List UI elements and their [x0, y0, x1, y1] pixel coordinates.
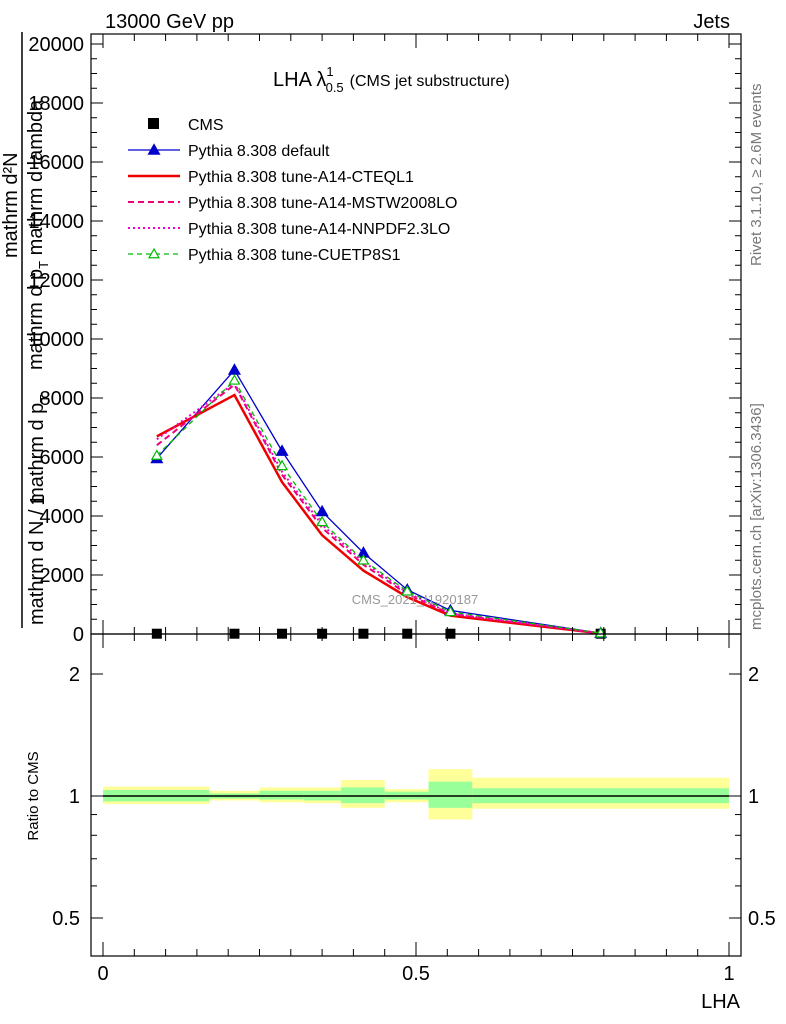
ratio-y-tick-label: 1: [69, 786, 80, 808]
legend-label-3: Pythia 8.308 tune-A14-MSTW2008LO: [188, 195, 457, 212]
y-tick-label: 16000: [28, 152, 84, 174]
ratio-y-tick-label-right: 1: [748, 786, 759, 808]
ratio-plot-bands: [103, 769, 729, 820]
ylabel-left: mathrm d N / mathrm d pT: [26, 395, 52, 625]
header-left-label: 13000 GeV pp: [105, 11, 234, 33]
legend: CMS Pythia 8.308 default Pythia 8.308 tune…: [128, 117, 457, 264]
cuetp8s1-marker: [276, 459, 289, 471]
y-tick-label: 4000: [40, 506, 85, 528]
legend-label-0: CMS: [188, 117, 224, 134]
default-marker: [275, 444, 289, 456]
ratio-y-tick-label: 0.5: [52, 908, 80, 930]
cuetp8s1-marker: [401, 585, 414, 596]
chart-title: LHA λ1 0.5 (CMS jet substructure): [273, 64, 510, 95]
series-line-5: [156, 379, 601, 634]
ylabel-frac-den-sub: T: [36, 261, 51, 269]
cuetp8s1-marker: [444, 605, 457, 617]
ylabel-frac-den-main: mathrm d p: [25, 269, 47, 370]
legend-marker-cuetp8s1: [147, 247, 161, 259]
ylabel-frac-num: mathrm d²N: [0, 152, 22, 258]
legend-label-2: Pythia 8.308 tune-A14-CTEQL1: [188, 169, 414, 186]
header-right-label: Jets: [693, 11, 730, 33]
y-tick-label: 14000: [28, 211, 84, 233]
y-tick-label: 0: [73, 624, 84, 646]
legend-label-5: Pythia 8.308 tune-CUETP8S1: [188, 247, 401, 264]
series-line-1: [156, 368, 601, 634]
ratio-ylabel: Ratio to CMS: [25, 751, 42, 840]
cuetp8s1-marker: [357, 554, 370, 565]
main-plot-axes: 0 2000 4000 6000 8000 10000 12000 14000 16000 180…: [28, 34, 741, 646]
chart-title-suffix: (CMS jet substructure): [350, 73, 510, 90]
legend-marker-cms: [148, 118, 159, 129]
chart-title-main: LHA λ: [273, 69, 326, 91]
mcplots-label: mcplots.cern.ch [arXiv:1306.3436]: [748, 403, 765, 630]
ratio-band-green: [428, 781, 473, 808]
cuetp8s1-marker: [228, 374, 241, 385]
y-tick-label: 12000: [28, 270, 84, 292]
ratio-y-tick-label: 2: [69, 664, 80, 686]
y-tick-label: 20000: [28, 34, 84, 56]
ratio-y-tick-label-right: 0.5: [748, 908, 776, 930]
watermark: CMS_2021_I1920187: [352, 592, 479, 607]
main-plot-series: [150, 363, 608, 639]
ratio-y-tick-label-right: 2: [748, 664, 759, 686]
ylabel-frac-den-tail: mathrm d lambda: [25, 99, 47, 261]
default-marker: [227, 363, 241, 375]
y-tick-label: 2000: [40, 565, 85, 587]
xlabel: LHA: [701, 991, 741, 1013]
ylabel-frac-den: mathrm d pT mathrm d lambda: [25, 99, 51, 370]
x-tick-label: 0.5: [402, 963, 430, 985]
rivet-label: Rivet 3.1.10, ≥ 2.6M events: [748, 84, 765, 267]
ylabel-left-sub: T: [37, 395, 52, 403]
cuetp8s1-marker: [316, 515, 329, 527]
y-tick-label: 8000: [40, 388, 85, 410]
y-tick-label: 18000: [28, 93, 84, 115]
ratio-band-green: [259, 790, 304, 800]
chart-title-sup: 1: [326, 64, 333, 79]
legend-label-1: Pythia 8.308 default: [188, 143, 330, 160]
ylabel-left-main: mathrm d N / mathrm d p: [26, 403, 48, 625]
cuetp8s1-marker: [150, 449, 163, 460]
series-line-2: [156, 393, 601, 635]
series-line-4: [156, 381, 601, 635]
y-tick-label: 10000: [28, 329, 84, 351]
legend-label-4: Pythia 8.308 tune-A14-NNPDF2.3LO: [188, 221, 450, 238]
y-tick-label: 6000: [40, 447, 85, 469]
ylabel-top: 1: [27, 494, 49, 505]
x-tick-label: 1: [723, 963, 734, 985]
cuetp8s1-marker: [594, 626, 607, 638]
x-tick-label: 0: [97, 963, 108, 985]
ratio-plot-axes: 0.5 0.5 1 1 2 2 0 0.5 1: [52, 634, 776, 985]
legend-marker-default: [147, 143, 161, 155]
default-marker: [315, 504, 329, 517]
chart-title-sub: 0.5: [326, 80, 344, 95]
